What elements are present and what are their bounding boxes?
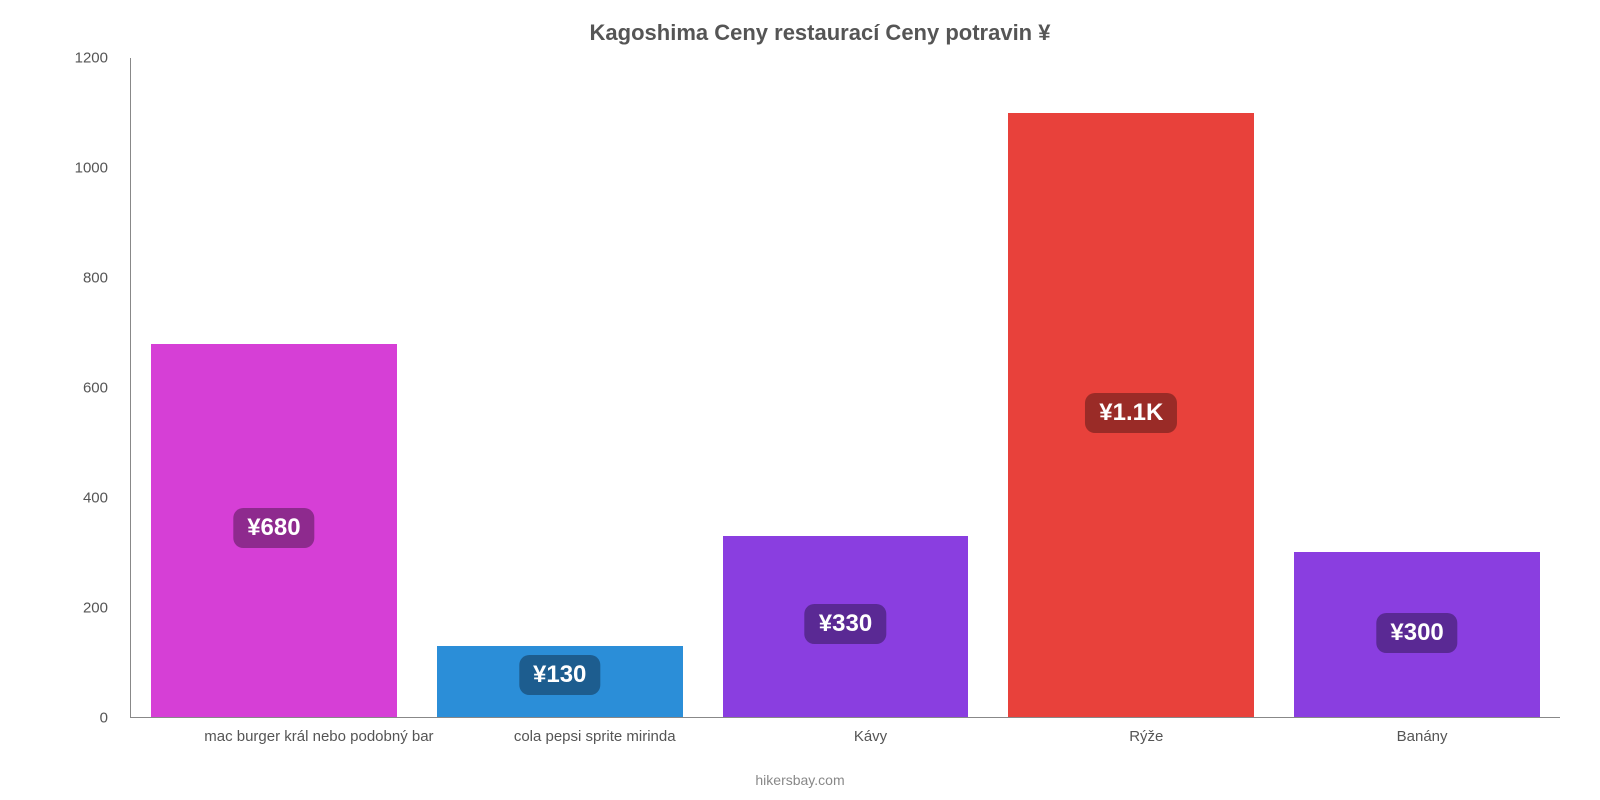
y-tick-label: 200 — [63, 600, 108, 617]
value-badge: ¥680 — [233, 508, 314, 548]
y-axis: 020040060080010001200 — [70, 58, 120, 718]
bar-slot: ¥680 — [131, 58, 417, 717]
attribution-text: hikersbay.com — [0, 772, 1600, 788]
bar-slot: ¥130 — [417, 58, 703, 717]
value-badge: ¥130 — [519, 655, 600, 695]
y-tick-label: 400 — [63, 490, 108, 507]
bar-slot: ¥1.1K — [988, 58, 1274, 717]
plot-wrap: 020040060080010001200 ¥680¥130¥330¥1.1K¥… — [80, 58, 1560, 718]
y-tick-label: 1200 — [63, 50, 108, 67]
value-badge: ¥300 — [1376, 613, 1457, 653]
y-tick-label: 0 — [63, 710, 108, 727]
y-tick-label: 1000 — [63, 160, 108, 177]
y-tick-label: 800 — [63, 270, 108, 287]
y-tick-label: 600 — [63, 380, 108, 397]
bar-slot: ¥330 — [703, 58, 989, 717]
value-badge: ¥1.1K — [1085, 393, 1177, 433]
value-badge: ¥330 — [805, 604, 886, 644]
x-tick-label: Kávy — [733, 728, 1009, 745]
x-tick-label: Banány — [1284, 728, 1560, 745]
bars-group: ¥680 ¥130 ¥330 ¥1.1K ¥300 — [131, 58, 1560, 717]
plot-area: ¥680¥130¥330¥1.1K¥300 mac burger král ne… — [130, 58, 1560, 718]
x-tick-label: mac burger král nebo podobný bar — [181, 728, 457, 745]
x-axis-labels: mac burger král nebo podobný barcola pep… — [181, 728, 1560, 745]
chart-title: Kagoshima Ceny restaurací Ceny potravin … — [80, 20, 1560, 46]
chart-container: Kagoshima Ceny restaurací Ceny potravin … — [0, 0, 1600, 800]
bar-slot: ¥300 — [1274, 58, 1560, 717]
x-tick-label: Rýže — [1008, 728, 1284, 745]
x-tick-label: cola pepsi sprite mirinda — [457, 728, 733, 745]
